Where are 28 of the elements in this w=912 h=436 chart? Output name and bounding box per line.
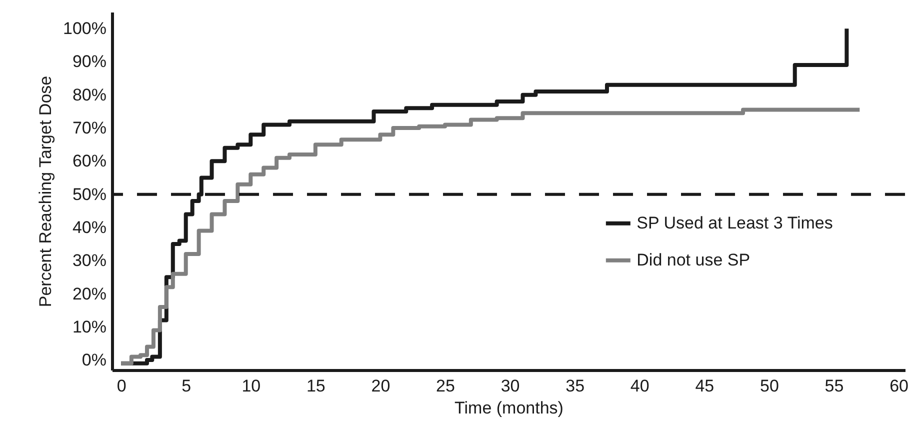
- y-tick-label: 20%: [72, 284, 106, 304]
- x-axis-title: Time (months): [454, 398, 564, 418]
- x-tick-label: 0: [116, 376, 126, 396]
- y-tick-label: 60%: [72, 152, 106, 171]
- y-tick-label: 10%: [72, 317, 106, 336]
- y-tick-label: 0%: [82, 350, 106, 370]
- legend-label: Did not use SP: [636, 250, 750, 270]
- x-tick-label: 40: [630, 376, 650, 396]
- y-tick-label: 80%: [72, 85, 106, 104]
- x-tick-label: 30: [500, 376, 520, 396]
- y-tick-label: 90%: [72, 52, 106, 72]
- legend-label: SP Used at Least 3 Times: [636, 213, 833, 232]
- x-tick-label: 25: [436, 376, 455, 396]
- x-tick-label: 5: [182, 376, 192, 396]
- x-tick-label: 55: [824, 376, 844, 396]
- y-tick-label: 70%: [72, 118, 106, 138]
- y-tick-label: 100%: [63, 19, 106, 38]
- x-tick-label: 20: [371, 376, 390, 396]
- x-tick-label: 15: [306, 376, 326, 396]
- x-tick-label: 35: [566, 376, 585, 396]
- x-tick-label: 45: [695, 376, 714, 396]
- y-tick-label: 30%: [72, 251, 106, 270]
- x-tick-label: 10: [242, 376, 261, 396]
- y-tick-label: 40%: [72, 218, 106, 237]
- y-tick-label: 50%: [72, 184, 106, 204]
- x-tick-label: 60: [890, 376, 908, 396]
- x-tick-label: 50: [760, 376, 779, 396]
- y-axis-title: Percent Reaching Target Dose: [36, 76, 56, 308]
